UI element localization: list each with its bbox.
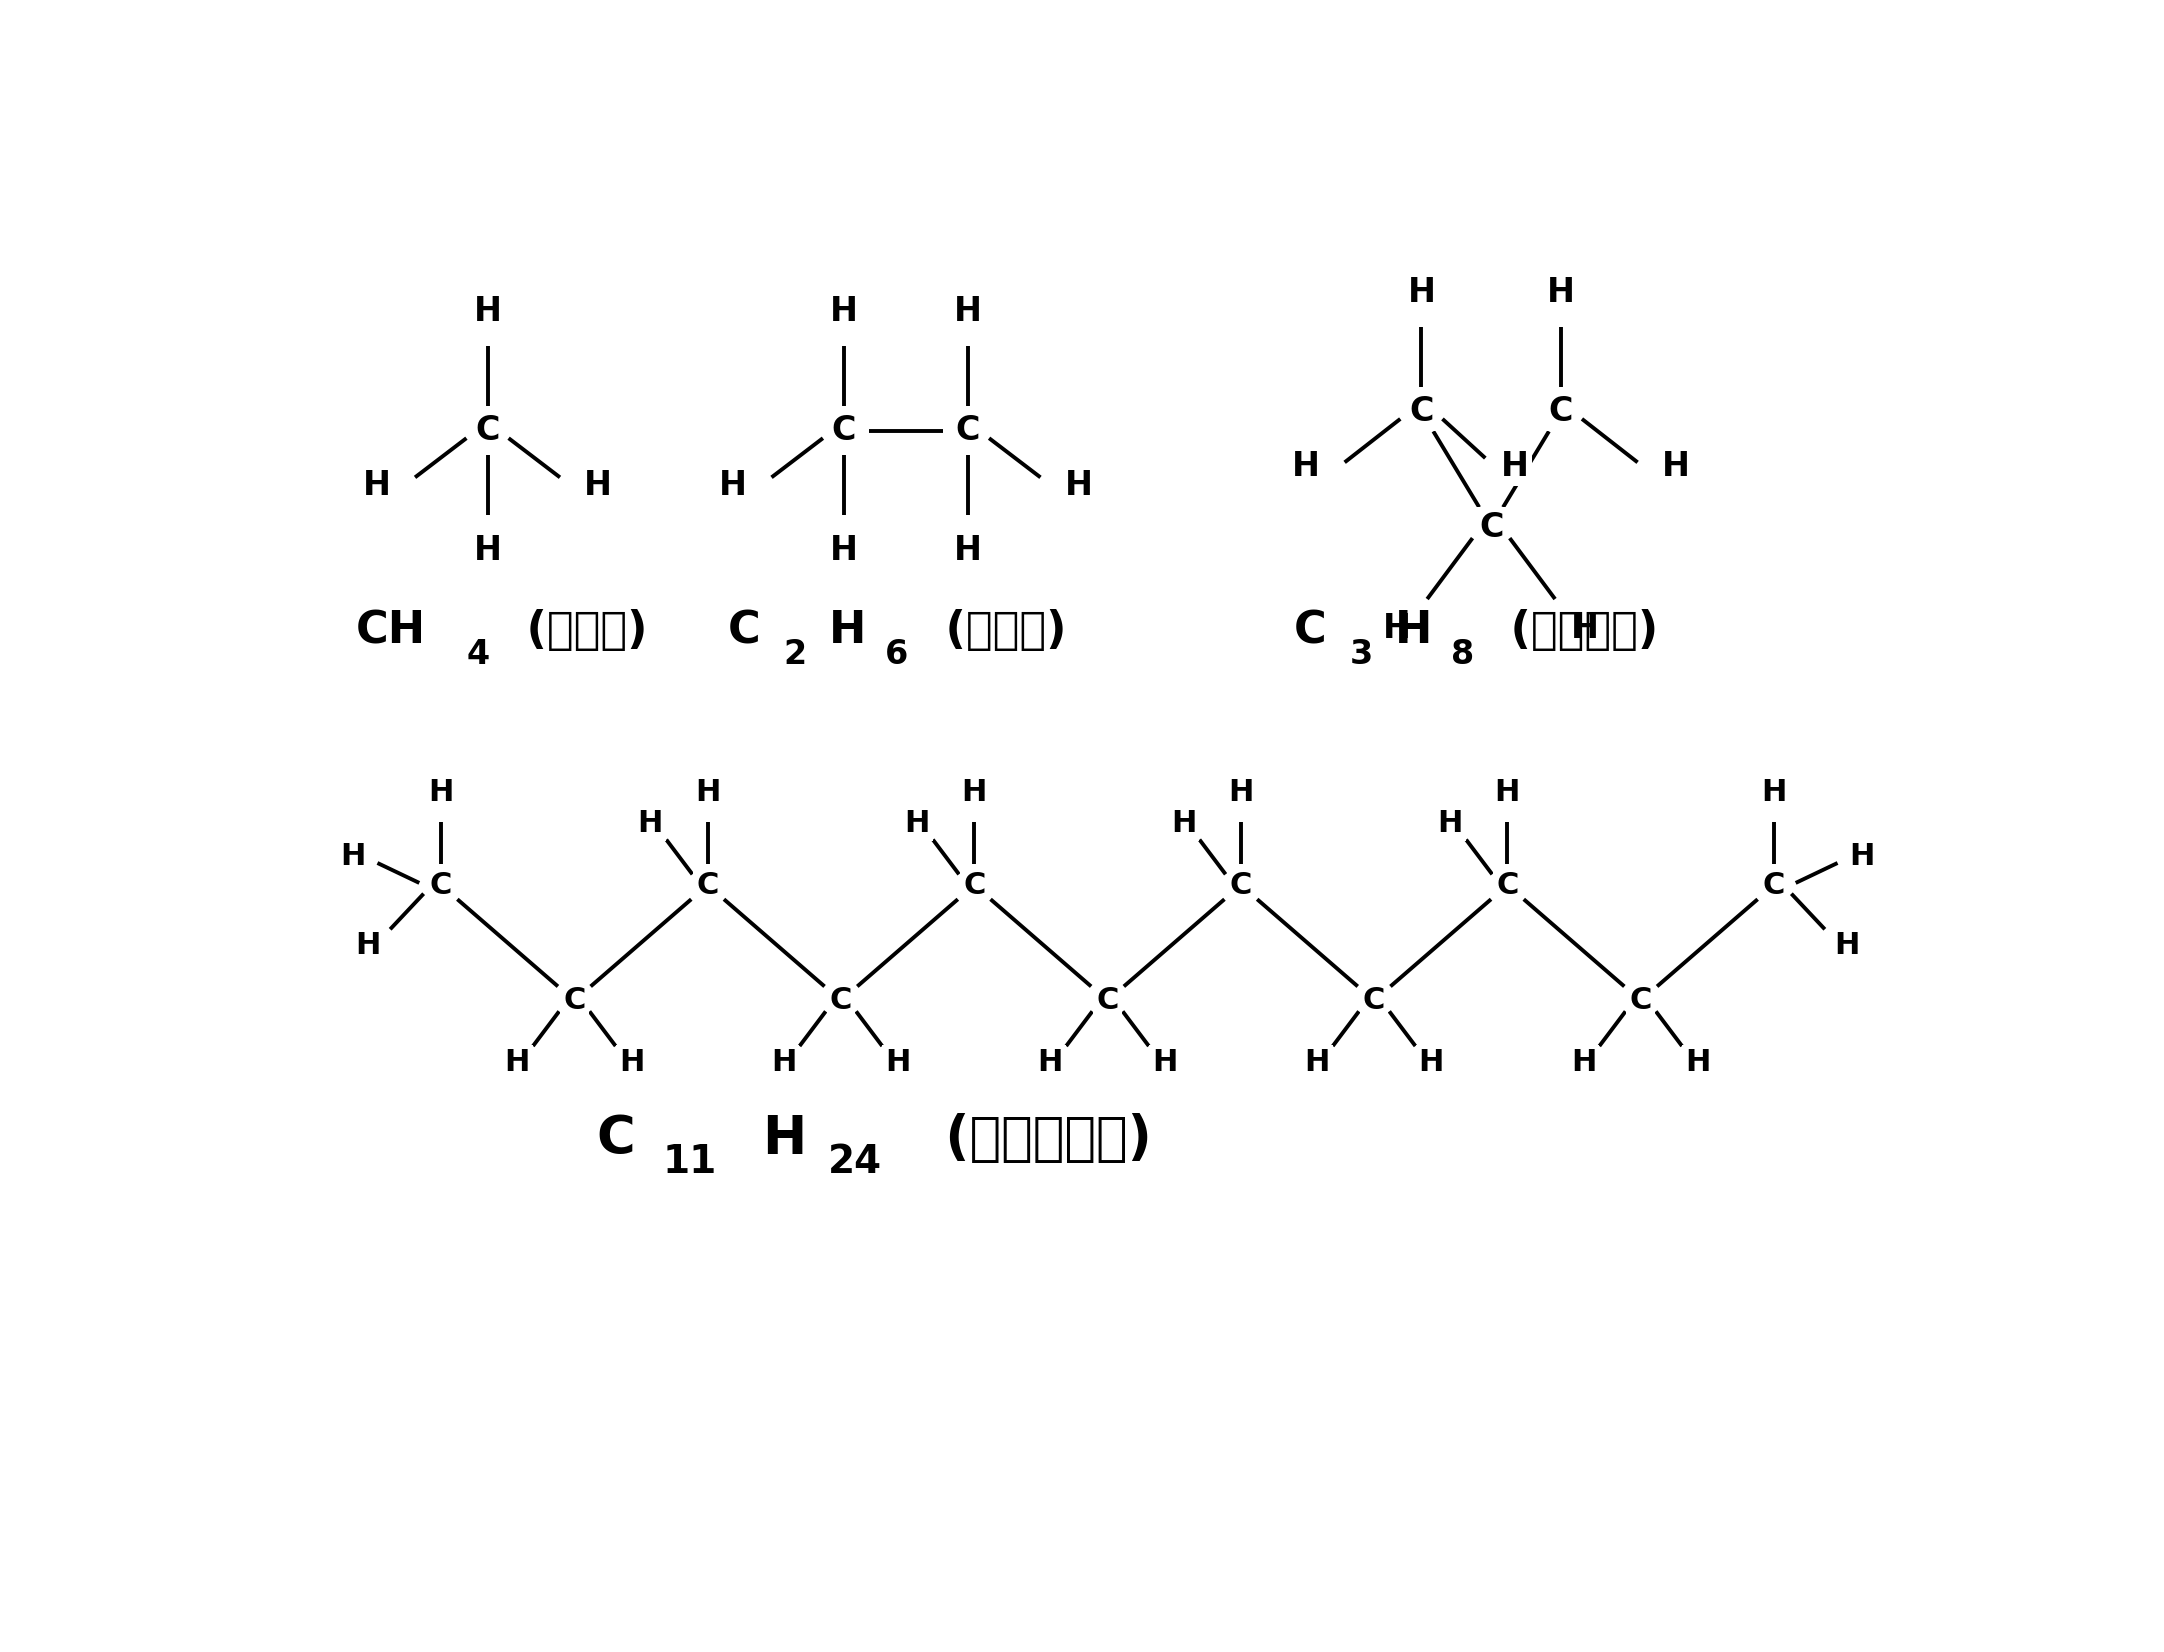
Text: H: H: [1383, 613, 1411, 646]
Text: H: H: [1547, 276, 1575, 309]
Text: H: H: [504, 1047, 530, 1077]
Text: H: H: [428, 778, 454, 808]
Text: C: C: [1549, 395, 1573, 428]
Text: H: H: [961, 778, 987, 808]
Text: H: H: [355, 930, 381, 960]
Text: C: C: [697, 871, 718, 900]
Text: H: H: [695, 778, 721, 808]
Text: C: C: [831, 415, 857, 448]
Text: (メタン): (メタン): [511, 610, 647, 653]
Text: H: H: [1437, 809, 1463, 838]
Text: C: C: [1294, 610, 1327, 653]
Text: H: H: [340, 843, 366, 871]
Text: H: H: [1305, 1047, 1329, 1077]
Text: C: C: [1097, 986, 1119, 1014]
Text: H: H: [1502, 449, 1530, 482]
Text: H: H: [885, 1047, 911, 1077]
Text: C: C: [1764, 871, 1785, 900]
Text: H: H: [762, 1113, 805, 1165]
Text: H: H: [1761, 778, 1787, 808]
Text: C: C: [1629, 986, 1651, 1014]
Text: 6: 6: [885, 638, 909, 671]
Text: H: H: [905, 809, 931, 838]
Text: H: H: [954, 296, 982, 329]
Text: H: H: [1407, 276, 1435, 309]
Text: H: H: [619, 1047, 645, 1077]
Text: 11: 11: [662, 1143, 716, 1181]
Text: H: H: [829, 610, 866, 653]
Text: C: C: [956, 415, 980, 448]
Text: H: H: [474, 296, 502, 329]
Text: H: H: [1571, 1047, 1597, 1077]
Text: C: C: [1495, 871, 1519, 900]
Text: C: C: [476, 415, 500, 448]
Text: C: C: [829, 986, 853, 1014]
Text: H: H: [638, 809, 662, 838]
Text: 2: 2: [783, 638, 807, 671]
Text: H: H: [474, 534, 502, 567]
Text: H: H: [1171, 809, 1197, 838]
Text: C: C: [1409, 395, 1433, 428]
Text: C: C: [1478, 510, 1504, 544]
Text: H: H: [584, 469, 612, 502]
Text: H: H: [1848, 843, 1874, 871]
Text: C: C: [1363, 986, 1385, 1014]
Text: 4: 4: [467, 638, 489, 671]
Text: (ウンデカン): (ウンデカン): [928, 1113, 1151, 1165]
Text: CH: CH: [355, 610, 426, 653]
Text: H: H: [364, 469, 392, 502]
Text: H: H: [831, 296, 857, 329]
Text: H: H: [770, 1047, 796, 1077]
Text: H: H: [1571, 613, 1599, 646]
Text: H: H: [1292, 449, 1320, 482]
Text: C: C: [1229, 871, 1253, 900]
Text: 24: 24: [829, 1143, 883, 1181]
Text: H: H: [1686, 1047, 1710, 1077]
Text: (プロパン): (プロパン): [1495, 610, 1658, 653]
Text: 3: 3: [1350, 638, 1372, 671]
Text: (エタン): (エタン): [931, 610, 1067, 653]
Text: H: H: [1835, 930, 1859, 960]
Text: C: C: [563, 986, 586, 1014]
Text: H: H: [1662, 449, 1690, 482]
Text: C: C: [727, 610, 760, 653]
Text: H: H: [954, 534, 982, 567]
Text: H: H: [718, 469, 747, 502]
Text: C: C: [595, 1113, 634, 1165]
Text: H: H: [1394, 610, 1433, 653]
Text: H: H: [1065, 469, 1093, 502]
Text: H: H: [1037, 1047, 1063, 1077]
Text: H: H: [1420, 1047, 1443, 1077]
Text: H: H: [1495, 778, 1519, 808]
Text: C: C: [963, 871, 985, 900]
Text: C: C: [431, 871, 452, 900]
Text: H: H: [1229, 778, 1253, 808]
Text: 8: 8: [1450, 638, 1474, 671]
Text: H: H: [1151, 1047, 1177, 1077]
Text: H: H: [831, 534, 857, 567]
